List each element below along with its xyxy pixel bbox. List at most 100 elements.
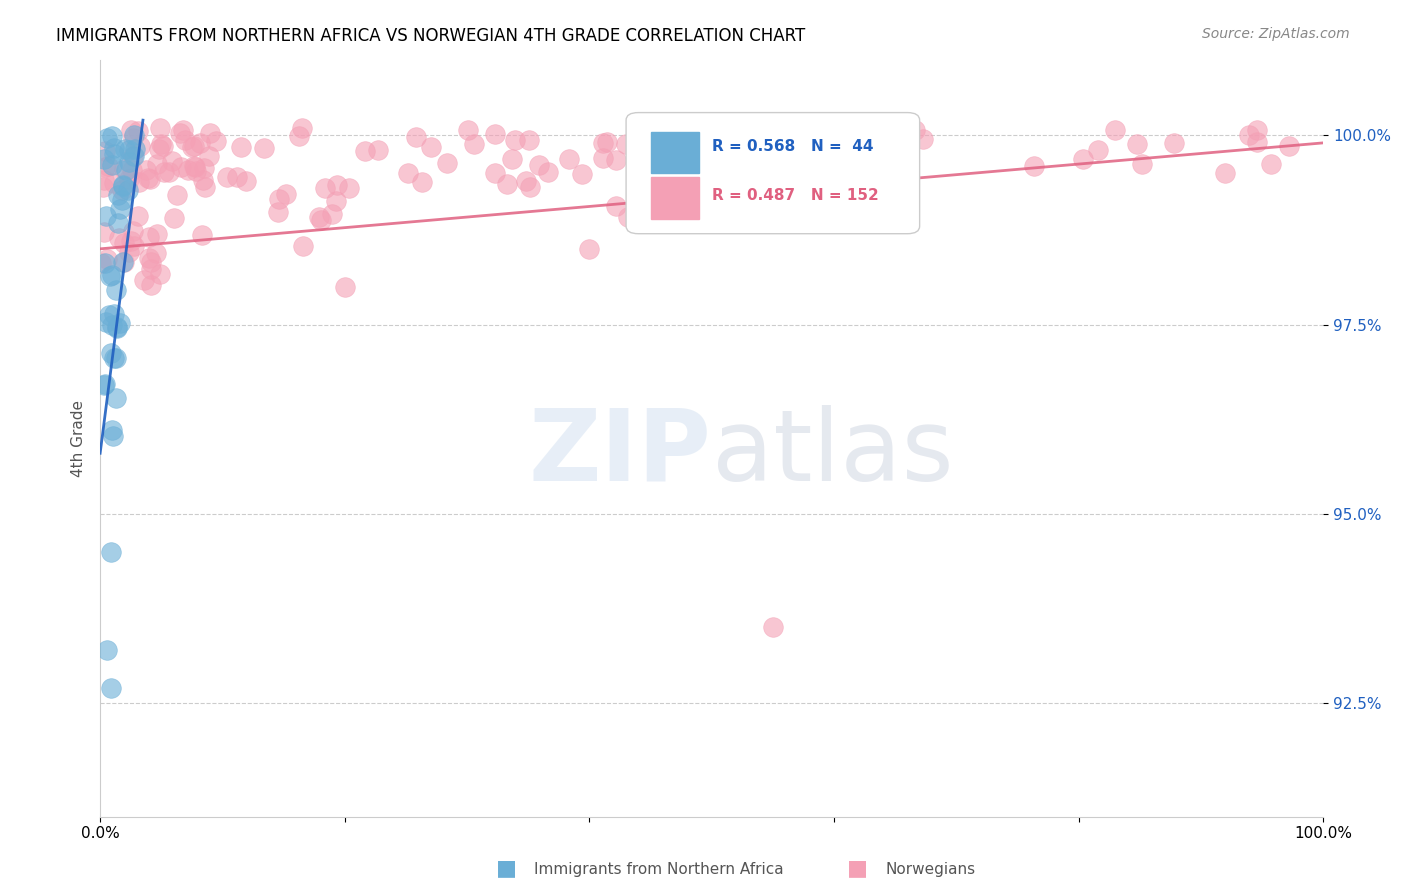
Text: R = 0.487   N = 152: R = 0.487 N = 152 (711, 188, 879, 203)
Point (122, 238, 145, 252)
Point (1246, 123, 1268, 137)
Point (111, 183, 134, 197)
Point (1237, 128, 1260, 142)
Point (904, 123, 927, 137)
Point (517, 133, 540, 147)
Point (132, 273, 155, 287)
Point (114, 235, 136, 250)
Point (101, 424, 124, 438)
Point (103, 307, 125, 321)
Point (100, 346, 122, 360)
Point (149, 120, 172, 135)
Text: IMMIGRANTS FROM NORTHERN AFRICA VS NORWEGIAN 4TH GRADE CORRELATION CHART: IMMIGRANTS FROM NORTHERN AFRICA VS NORWE… (56, 27, 806, 45)
Point (762, 620, 785, 634)
Point (93, 144, 115, 158)
Point (120, 123, 142, 137)
Point (139, 278, 162, 293)
Point (112, 178, 135, 193)
Text: ZIP: ZIP (529, 405, 711, 501)
Point (96, 209, 118, 223)
Point (396, 166, 419, 180)
Point (1163, 136, 1185, 151)
Point (367, 143, 389, 157)
Point (145, 227, 167, 241)
Point (110, 316, 132, 330)
Point (118, 244, 141, 259)
Point (166, 188, 188, 202)
Point (111, 255, 134, 269)
Point (107, 188, 129, 202)
Y-axis label: 4th Grade: 4th Grade (72, 400, 86, 476)
Point (96, 131, 118, 145)
Point (911, 132, 934, 146)
Point (730, 140, 752, 154)
Point (1278, 139, 1301, 153)
Point (592, 151, 614, 165)
Point (183, 159, 205, 173)
Point (135, 162, 157, 177)
Point (111, 193, 134, 207)
Point (122, 131, 145, 145)
Text: ■: ■ (496, 858, 516, 878)
Point (91, 180, 114, 194)
Point (1104, 123, 1126, 137)
Point (122, 149, 145, 163)
Point (217, 170, 239, 185)
Point (172, 122, 194, 136)
Point (276, 186, 298, 201)
Point (169, 127, 191, 141)
Point (194, 179, 217, 194)
Point (122, 128, 145, 142)
Point (136, 170, 159, 185)
Text: R = 0.568   N =  44: R = 0.568 N = 44 (711, 139, 873, 154)
Point (105, 319, 128, 334)
Point (519, 180, 541, 194)
Point (138, 230, 160, 244)
Point (419, 140, 441, 154)
Point (772, 149, 794, 163)
Point (129, 139, 152, 153)
Point (169, 160, 191, 174)
Point (107, 217, 129, 231)
Point (110, 202, 132, 216)
Point (127, 209, 149, 223)
Point (354, 144, 377, 158)
Point (145, 157, 167, 171)
Point (124, 142, 146, 156)
Point (436, 156, 458, 170)
Point (148, 142, 170, 156)
Point (405, 130, 427, 145)
Point (191, 228, 214, 243)
Point (198, 149, 221, 163)
Point (235, 174, 257, 188)
Point (104, 391, 127, 405)
Point (114, 162, 136, 177)
Point (1087, 143, 1109, 157)
Point (120, 235, 142, 249)
Point (103, 146, 125, 161)
Point (104, 283, 127, 297)
Point (112, 161, 135, 176)
Point (484, 127, 506, 141)
Point (96, 643, 118, 657)
Point (578, 242, 600, 256)
Point (118, 154, 141, 169)
Point (101, 429, 124, 443)
Point (90, 255, 112, 269)
Point (337, 181, 360, 195)
Text: Immigrants from Northern Africa: Immigrants from Northern Africa (534, 863, 785, 877)
Point (198, 126, 221, 140)
Point (122, 224, 145, 238)
Point (177, 163, 200, 178)
Point (139, 262, 162, 277)
Point (100, 158, 122, 172)
Point (605, 153, 627, 167)
Bar (651, 131, 699, 173)
Point (801, 145, 824, 160)
Point (308, 210, 330, 224)
Point (149, 267, 172, 281)
Point (94, 377, 117, 392)
Text: Source: ZipAtlas.com: Source: ZipAtlas.com (1202, 27, 1350, 41)
Point (152, 138, 174, 153)
Point (766, 121, 789, 136)
